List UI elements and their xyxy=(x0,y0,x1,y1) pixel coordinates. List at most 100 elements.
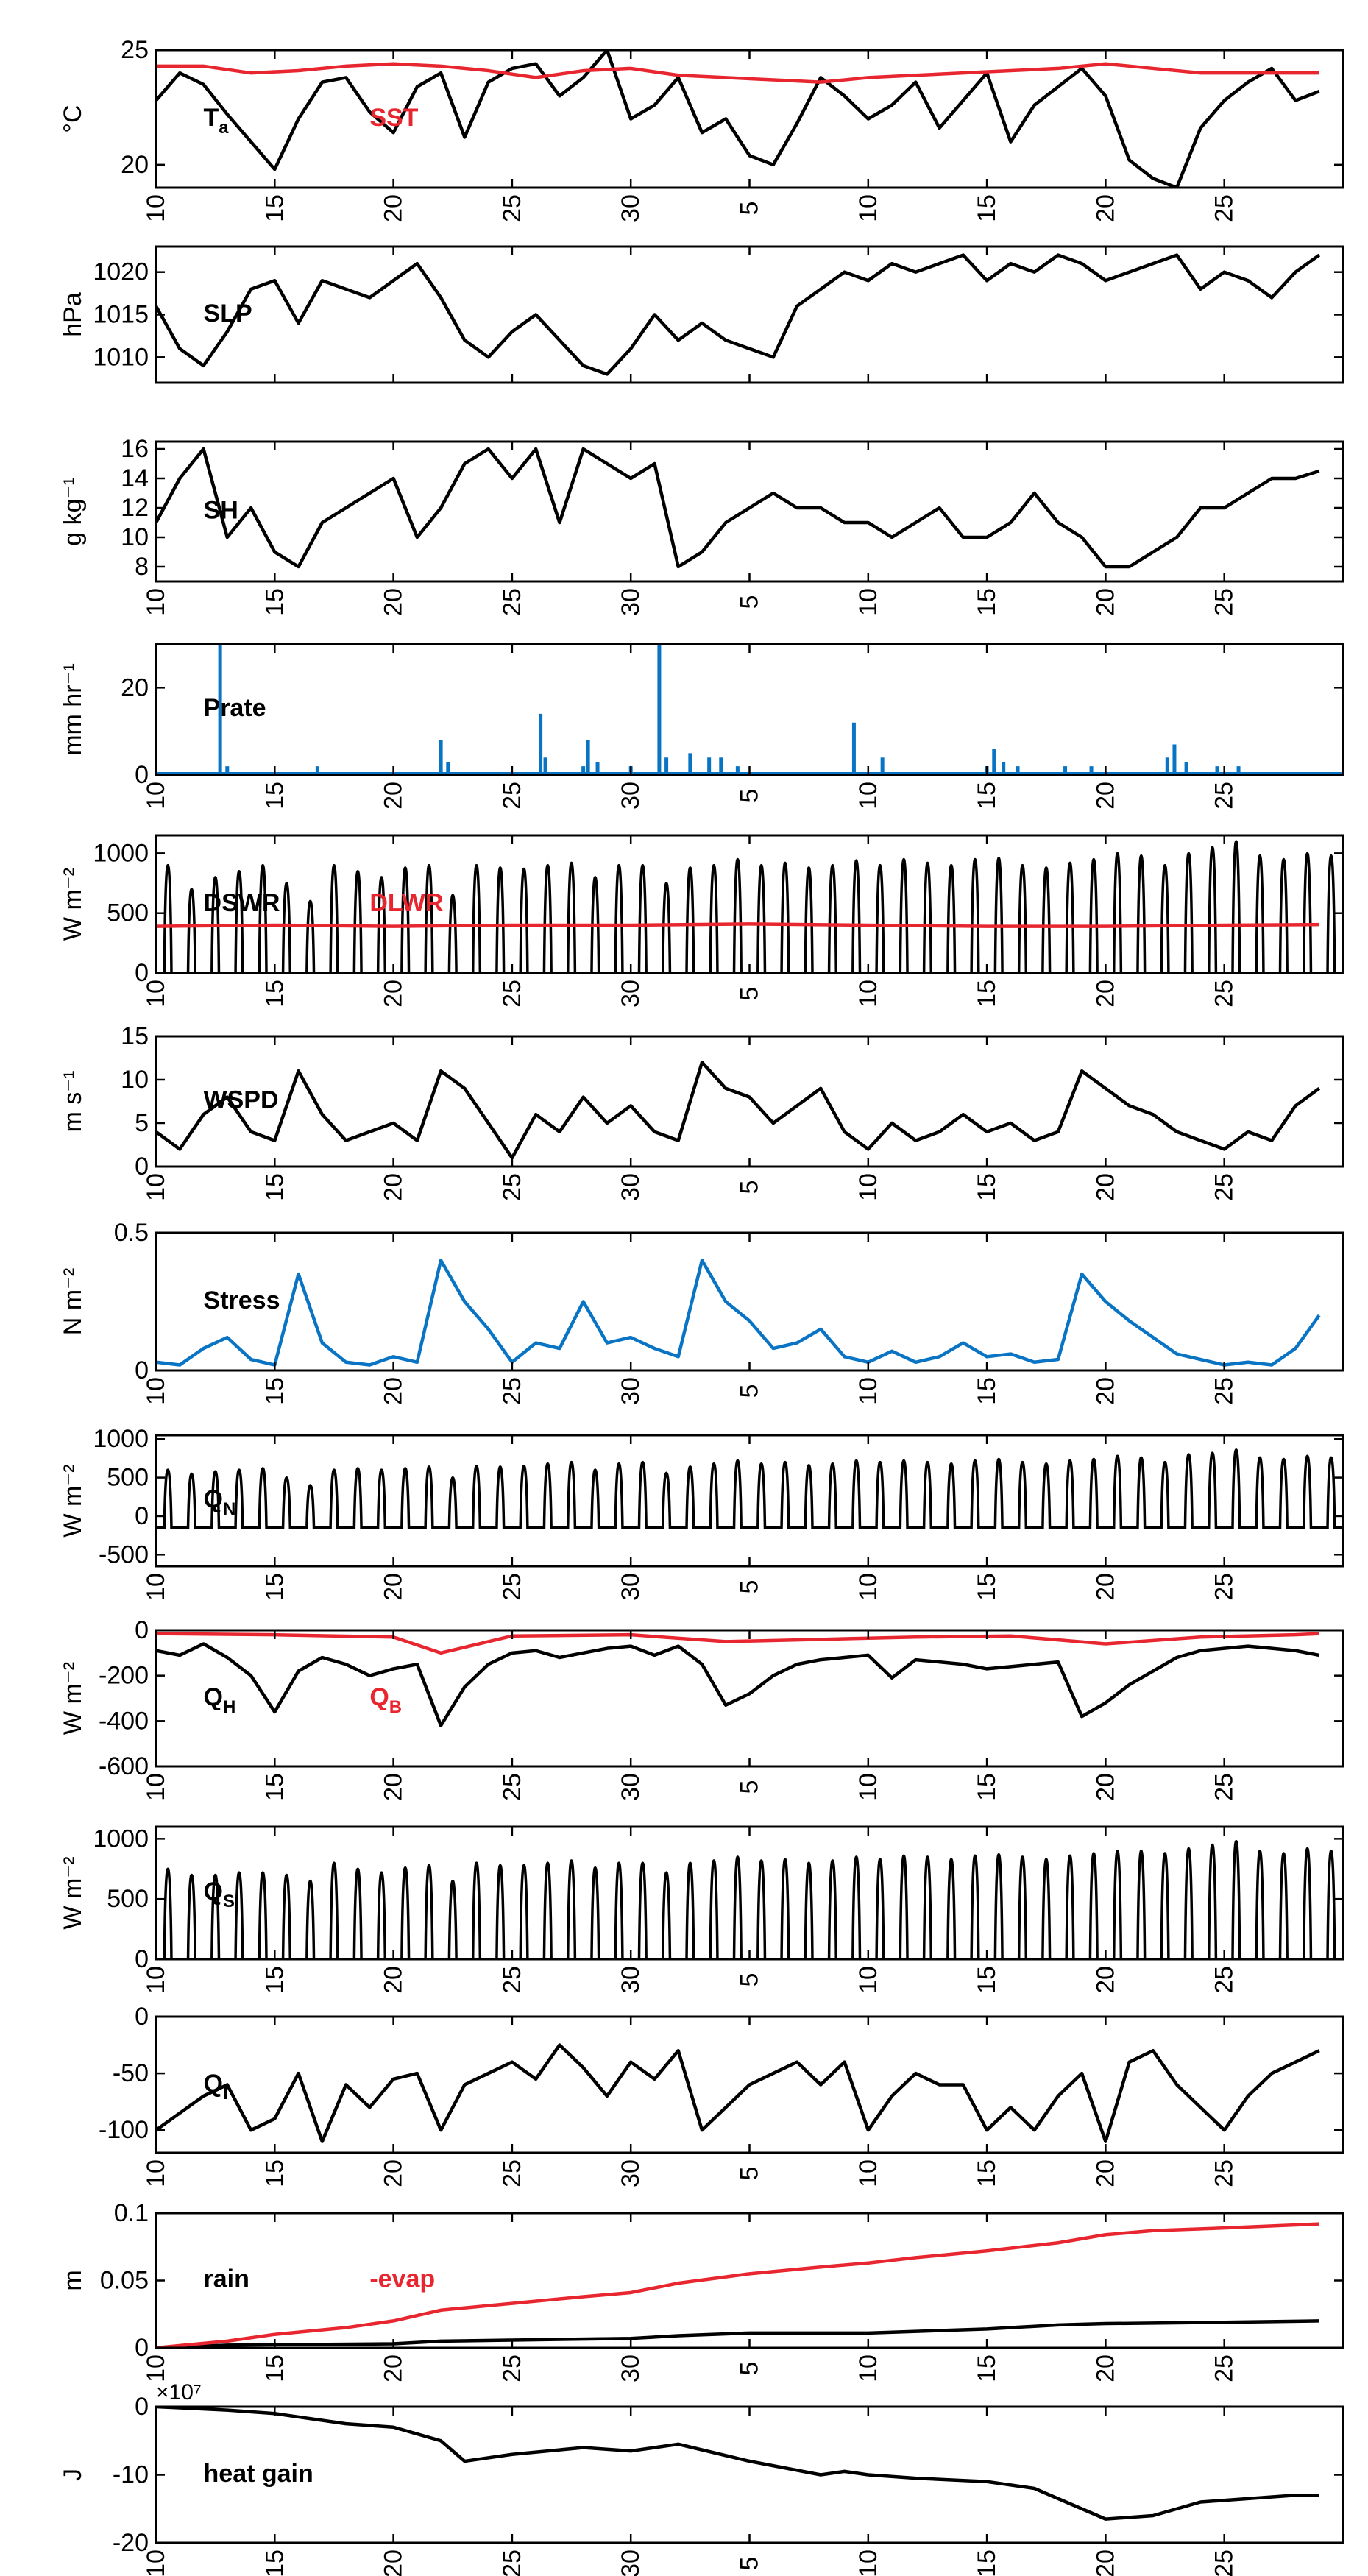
annotation-label: rain xyxy=(204,2265,249,2293)
plot-area xyxy=(156,1632,1320,1727)
axes-frame xyxy=(155,245,1344,384)
panel-6: 0 5 10 15 m s⁻¹ 10 15 20 25 30 5 10 15 20 25 WSPD xyxy=(59,1022,1344,1201)
y-tick-label: 16 xyxy=(121,435,149,463)
x-tick-label: 20 xyxy=(1091,1173,1119,1201)
y-tick-label: 0 xyxy=(135,959,149,987)
x-tick-label: 15 xyxy=(973,782,1001,810)
y-axis-label: W m⁻² xyxy=(59,1662,87,1735)
x-tick-label: 20 xyxy=(380,1377,408,1405)
x-tick-label: 20 xyxy=(1091,1773,1119,1801)
y-tick-label: 1000 xyxy=(93,839,149,867)
x-tick-label: 25 xyxy=(1211,194,1238,222)
x-tick-label: 15 xyxy=(973,588,1001,616)
y-tick-label: 1015 xyxy=(93,301,149,329)
series-Stress xyxy=(156,1259,1321,1367)
axes-frame xyxy=(155,834,1344,974)
x-tick-label: 5 xyxy=(736,2557,764,2571)
series-DSWR xyxy=(156,840,1343,973)
x-tick-label: 30 xyxy=(617,980,645,1008)
y-tick-label: -500 xyxy=(99,1540,149,1568)
plot-area xyxy=(156,1839,1343,1959)
annotation-label: SLP xyxy=(204,300,252,328)
x-tick-label: 10 xyxy=(142,2354,170,2382)
x-tick-label: 25 xyxy=(498,2159,526,2187)
series-SLP xyxy=(156,253,1321,376)
x-tick-label: 15 xyxy=(973,2550,1001,2576)
panel-7: 0 0.5 N m⁻² 10 15 20 25 30 5 10 15 20 25 Stress xyxy=(59,1219,1344,1405)
y-tick-label: 1000 xyxy=(93,1425,149,1453)
x-tick-label: 20 xyxy=(380,1966,408,1994)
x-tick-label: 15 xyxy=(973,1573,1001,1601)
x-tick-label: 15 xyxy=(973,1173,1001,1201)
y-axis-label: J xyxy=(59,2469,87,2481)
x-tick-label: 10 xyxy=(142,1173,170,1201)
x-tick-label: 15 xyxy=(973,1966,1001,1994)
y-axis-label: W m⁻² xyxy=(59,868,87,941)
annotation-label: WSPD xyxy=(204,1086,279,1114)
series-WSPD xyxy=(156,1061,1321,1160)
x-tick-label: 5 xyxy=(736,1384,764,1398)
x-tick-label: 10 xyxy=(854,1377,882,1405)
series-T_a xyxy=(156,50,1320,188)
annotation-label: Stress xyxy=(204,1287,280,1314)
x-tick-label: 15 xyxy=(261,2550,288,2576)
x-tick-label: 10 xyxy=(854,1773,882,1801)
x-tick-label: 25 xyxy=(498,1573,526,1601)
x-tick-label: 10 xyxy=(854,1173,882,1201)
x-tick-label: 15 xyxy=(261,1377,288,1405)
x-tick-label: 25 xyxy=(498,1173,526,1201)
annotation-label: heat gain xyxy=(204,2460,313,2488)
x-tick-label: 30 xyxy=(617,1173,645,1201)
x-tick-label: 15 xyxy=(261,2159,288,2187)
plot-area xyxy=(156,2407,1319,2521)
x-tick-label: 20 xyxy=(1091,1377,1119,1405)
x-tick-label: 30 xyxy=(617,194,645,222)
x-tick-label: 25 xyxy=(1211,2354,1238,2382)
y-tick-label: 1020 xyxy=(93,258,149,286)
annotation-label: Prate xyxy=(204,694,266,722)
y-tick-label: 8 xyxy=(135,553,149,581)
x-tick-label: 15 xyxy=(973,194,1001,222)
x-tick-label: 20 xyxy=(380,782,408,810)
x-tick-label: 25 xyxy=(1211,2550,1238,2576)
x-tick-label: 10 xyxy=(142,782,170,810)
x-tick-label: 10 xyxy=(142,1773,170,1801)
series-SH xyxy=(156,447,1320,569)
x-tick-label: 10 xyxy=(854,194,882,222)
annotation-label: -evap xyxy=(369,2265,435,2293)
x-tick-label: 5 xyxy=(736,202,764,216)
annotation-label: Ta xyxy=(204,104,230,138)
series-Q_N xyxy=(156,1448,1343,1529)
axes-frame xyxy=(155,1035,1344,1168)
x-tick-label: 25 xyxy=(1211,1773,1238,1801)
x-tick-label: 10 xyxy=(142,194,170,222)
x-tick-label: 15 xyxy=(261,782,288,810)
x-tick-label: 25 xyxy=(498,2354,526,2382)
x-tick-label: 30 xyxy=(617,2550,645,2576)
x-tick-label: 25 xyxy=(1211,782,1238,810)
x-tick-label: 10 xyxy=(854,980,882,1008)
x-tick-label: 25 xyxy=(1211,1966,1238,1994)
x-tick-label: 15 xyxy=(973,2159,1001,2187)
x-tick-label: 5 xyxy=(736,2362,764,2376)
series-Q_H xyxy=(156,1642,1320,1727)
y-axis-label: W m⁻² xyxy=(59,1464,87,1537)
x-tick-label: 25 xyxy=(1211,1377,1238,1405)
plot-area xyxy=(156,644,1343,775)
y-tick-label: -600 xyxy=(99,1752,149,1780)
axes-frame xyxy=(155,1231,1344,1372)
x-tick-label: 10 xyxy=(142,588,170,616)
x-tick-label: 15 xyxy=(261,980,288,1008)
x-tick-label: 30 xyxy=(617,1773,645,1801)
x-tick-label: 25 xyxy=(498,588,526,616)
x-tick-label: 10 xyxy=(142,1966,170,1994)
series-Q_B xyxy=(156,1632,1319,1655)
x-tick-label: 25 xyxy=(1211,588,1238,616)
y-tick-label: 10 xyxy=(121,523,149,551)
y-tick-label: 20 xyxy=(121,673,149,701)
x-tick-label: 15 xyxy=(973,980,1001,1008)
y-tick-label: -200 xyxy=(99,1662,149,1690)
